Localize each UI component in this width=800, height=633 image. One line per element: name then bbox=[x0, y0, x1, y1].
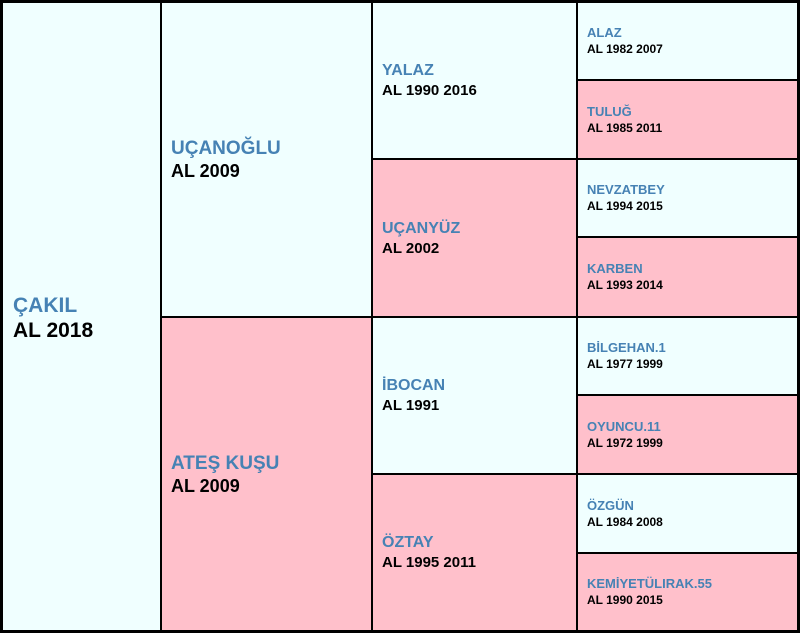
dam-dam-dam-cell[interactable]: KEMİYETÜLIRAK.55 AL 1990 2015 bbox=[578, 554, 797, 630]
dam-sire-cell[interactable]: İBOCAN AL 1991 bbox=[373, 318, 576, 473]
sire-dam-dam-name: KARBEN bbox=[587, 261, 643, 276]
sire-dam-dam-info: AL 1993 2014 bbox=[587, 278, 663, 292]
sire-dam-cell[interactable]: UÇANYÜZ AL 2002 bbox=[373, 160, 576, 316]
sire-name: UÇANOĞLU bbox=[171, 138, 281, 159]
sire-sire-name: YALAZ bbox=[382, 62, 434, 79]
dam-sire-sire-cell[interactable]: BİLGEHAN.1 AL 1977 1999 bbox=[578, 318, 797, 394]
subject-cell[interactable]: ÇAKIL AL 2018 bbox=[3, 3, 160, 630]
dam-name: ATEŞ KUŞU bbox=[171, 452, 280, 474]
dam-info: AL 2009 bbox=[171, 475, 240, 496]
sire-dam-sire-cell[interactable]: NEVZATBEY AL 1994 2015 bbox=[578, 160, 797, 236]
dam-sire-sire-info: AL 1977 1999 bbox=[587, 357, 663, 371]
dam-sire-dam-name: OYUNCU.11 bbox=[587, 418, 661, 434]
sire-dam-dam-cell[interactable]: KARBEN AL 1993 2014 bbox=[578, 238, 797, 316]
dam-sire-info: AL 1991 bbox=[382, 397, 440, 414]
dam-dam-dam-info: AL 1990 2015 bbox=[587, 593, 663, 607]
sire-sire-dam-info: AL 1985 2011 bbox=[587, 120, 663, 135]
dam-sire-dam-cell[interactable]: OYUNCU.11 AL 1972 1999 bbox=[578, 396, 797, 473]
sire-dam-name: UÇANYÜZ bbox=[382, 219, 461, 237]
sire-sire-sire-info: AL 1982 2007 bbox=[587, 42, 663, 56]
dam-dam-sire-cell[interactable]: ÖZGÜN AL 1984 2008 bbox=[578, 475, 797, 552]
dam-dam-sire-name: ÖZGÜN bbox=[587, 497, 634, 513]
sire-info: AL 2009 bbox=[171, 161, 240, 181]
sire-dam-info: AL 2002 bbox=[382, 239, 440, 257]
dam-dam-info: AL 1995 2011 bbox=[382, 554, 476, 571]
subject-info: AL 2018 bbox=[13, 318, 94, 342]
sire-dam-sire-name: NEVZATBEY bbox=[587, 182, 665, 197]
sire-sire-sire-cell[interactable]: ALAZ AL 1982 2007 bbox=[578, 3, 797, 79]
sire-sire-dam-name: TULUĞ bbox=[587, 103, 632, 119]
subject-name: ÇAKIL bbox=[13, 293, 78, 317]
sire-sire-info: AL 1990 2016 bbox=[382, 82, 477, 99]
dam-sire-name: İBOCAN bbox=[382, 377, 446, 394]
dam-dam-dam-name: KEMİYETÜLIRAK.55 bbox=[587, 576, 712, 591]
dam-dam-name: ÖZTAY bbox=[382, 534, 434, 551]
dam-dam-sire-info: AL 1984 2008 bbox=[587, 514, 663, 529]
sire-cell[interactable]: UÇANOĞLU AL 2009 bbox=[162, 3, 371, 316]
sire-dam-sire-info: AL 1994 2015 bbox=[587, 199, 663, 213]
dam-cell[interactable]: ATEŞ KUŞU AL 2009 bbox=[162, 318, 371, 630]
dam-dam-cell[interactable]: ÖZTAY AL 1995 2011 bbox=[373, 475, 576, 630]
sire-sire-dam-cell[interactable]: TULUĞ AL 1985 2011 bbox=[578, 81, 797, 158]
dam-sire-dam-info: AL 1972 1999 bbox=[587, 435, 663, 450]
sire-sire-sire-name: ALAZ bbox=[587, 25, 622, 40]
dam-sire-sire-name: BİLGEHAN.1 bbox=[587, 340, 666, 355]
sire-sire-cell[interactable]: YALAZ AL 1990 2016 bbox=[373, 3, 576, 158]
